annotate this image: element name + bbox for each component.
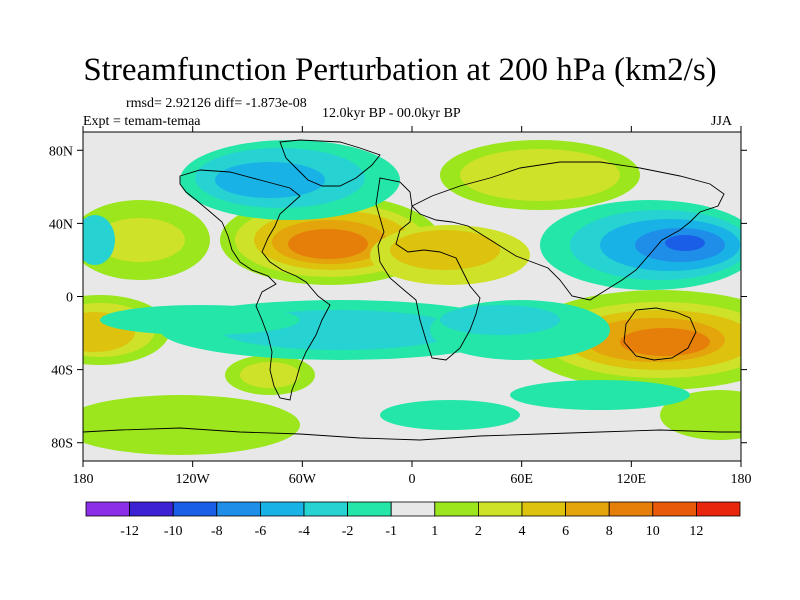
colorbar-label: -10 bbox=[164, 524, 183, 539]
lat-tick-label: 80S bbox=[51, 437, 73, 452]
anomaly-sahara bbox=[370, 225, 530, 285]
axis-tick-labels: 80N 40N 0 40S 80S 180 120W 60W 0 60E 120E 180 bbox=[49, 144, 752, 487]
lon-tick-label: 180 bbox=[731, 472, 752, 487]
colorbar-swatch bbox=[434, 501, 479, 517]
colorbar-swatch bbox=[303, 501, 348, 517]
anomaly-dateline-north bbox=[83, 215, 115, 265]
lat-tick-label: 80N bbox=[49, 144, 73, 159]
colorbar-label: -8 bbox=[211, 524, 223, 539]
anomaly-siberia bbox=[440, 140, 640, 210]
anomaly-southern-ocean bbox=[380, 380, 690, 430]
colorbar-label: 1 bbox=[431, 524, 438, 539]
colorbar-swatch bbox=[172, 501, 218, 517]
colorbar-swatch bbox=[129, 501, 174, 517]
lat-tick-label: 0 bbox=[66, 291, 73, 306]
colorbar-swatch bbox=[477, 501, 523, 517]
anomaly-western-pacific bbox=[540, 200, 741, 290]
plot-title: Streamfunction Perturbation at 200 hPa (… bbox=[83, 52, 717, 88]
coastlines bbox=[83, 139, 741, 441]
colorbar-label: 12 bbox=[689, 524, 703, 539]
period-label: 12.0kyr BP - 00.0kyr BP bbox=[322, 106, 461, 121]
colorbar-swatch bbox=[652, 501, 697, 517]
colorbar-label: 6 bbox=[562, 524, 569, 539]
colorbar: -12 -10 -8 -6 -4 -2 -1 1 2 4 6 8 10 12 bbox=[85, 501, 741, 539]
lon-tick-label: 180 bbox=[73, 472, 94, 487]
lon-tick-label: 60E bbox=[510, 472, 533, 487]
lat-tick-label: 40S bbox=[51, 364, 73, 379]
colorbar-label: 2 bbox=[475, 524, 482, 539]
anomaly-north-pacific-west bbox=[83, 200, 210, 280]
lon-tick-label: 60W bbox=[289, 472, 317, 487]
anomaly-arctic-canada bbox=[180, 140, 400, 220]
stats-text: rmsd= 2.92126 diff= -1.873e-08 bbox=[126, 96, 307, 111]
colorbar-swatch bbox=[521, 501, 566, 517]
colorbar-swatch bbox=[696, 501, 741, 517]
colorbar-label: 4 bbox=[519, 524, 526, 539]
colorbar-label: -2 bbox=[342, 524, 354, 539]
colorbar-label: -4 bbox=[298, 524, 310, 539]
colorbar-swatch bbox=[565, 501, 610, 517]
colorbar-swatch bbox=[347, 501, 392, 517]
lon-tick-label: 120W bbox=[176, 472, 211, 487]
colorbar-label: -6 bbox=[255, 524, 267, 539]
season-label: JJA bbox=[711, 114, 733, 129]
colorbar-swatch bbox=[390, 501, 436, 517]
colorbar-swatch bbox=[216, 501, 261, 517]
colorbar-swatch bbox=[608, 501, 654, 517]
colorbar-label: -12 bbox=[120, 524, 139, 539]
experiment-label: Expt = temam-temaa bbox=[83, 114, 201, 129]
axis-ticks bbox=[77, 126, 747, 467]
colorbar-label: 8 bbox=[606, 524, 613, 539]
colorbar-label: -1 bbox=[385, 524, 397, 539]
colorbar-swatch bbox=[259, 501, 305, 517]
streamfunction-field bbox=[83, 140, 741, 455]
lon-tick-label: 120E bbox=[617, 472, 647, 487]
anomaly-tropical-band bbox=[100, 300, 610, 360]
lon-tick-label: 0 bbox=[409, 472, 416, 487]
anomaly-south-america bbox=[225, 355, 315, 395]
lat-tick-label: 40N bbox=[49, 217, 73, 232]
colorbar-label: 10 bbox=[646, 524, 660, 539]
anomaly-south-pacific bbox=[83, 390, 741, 455]
colorbar-swatch bbox=[85, 501, 130, 517]
